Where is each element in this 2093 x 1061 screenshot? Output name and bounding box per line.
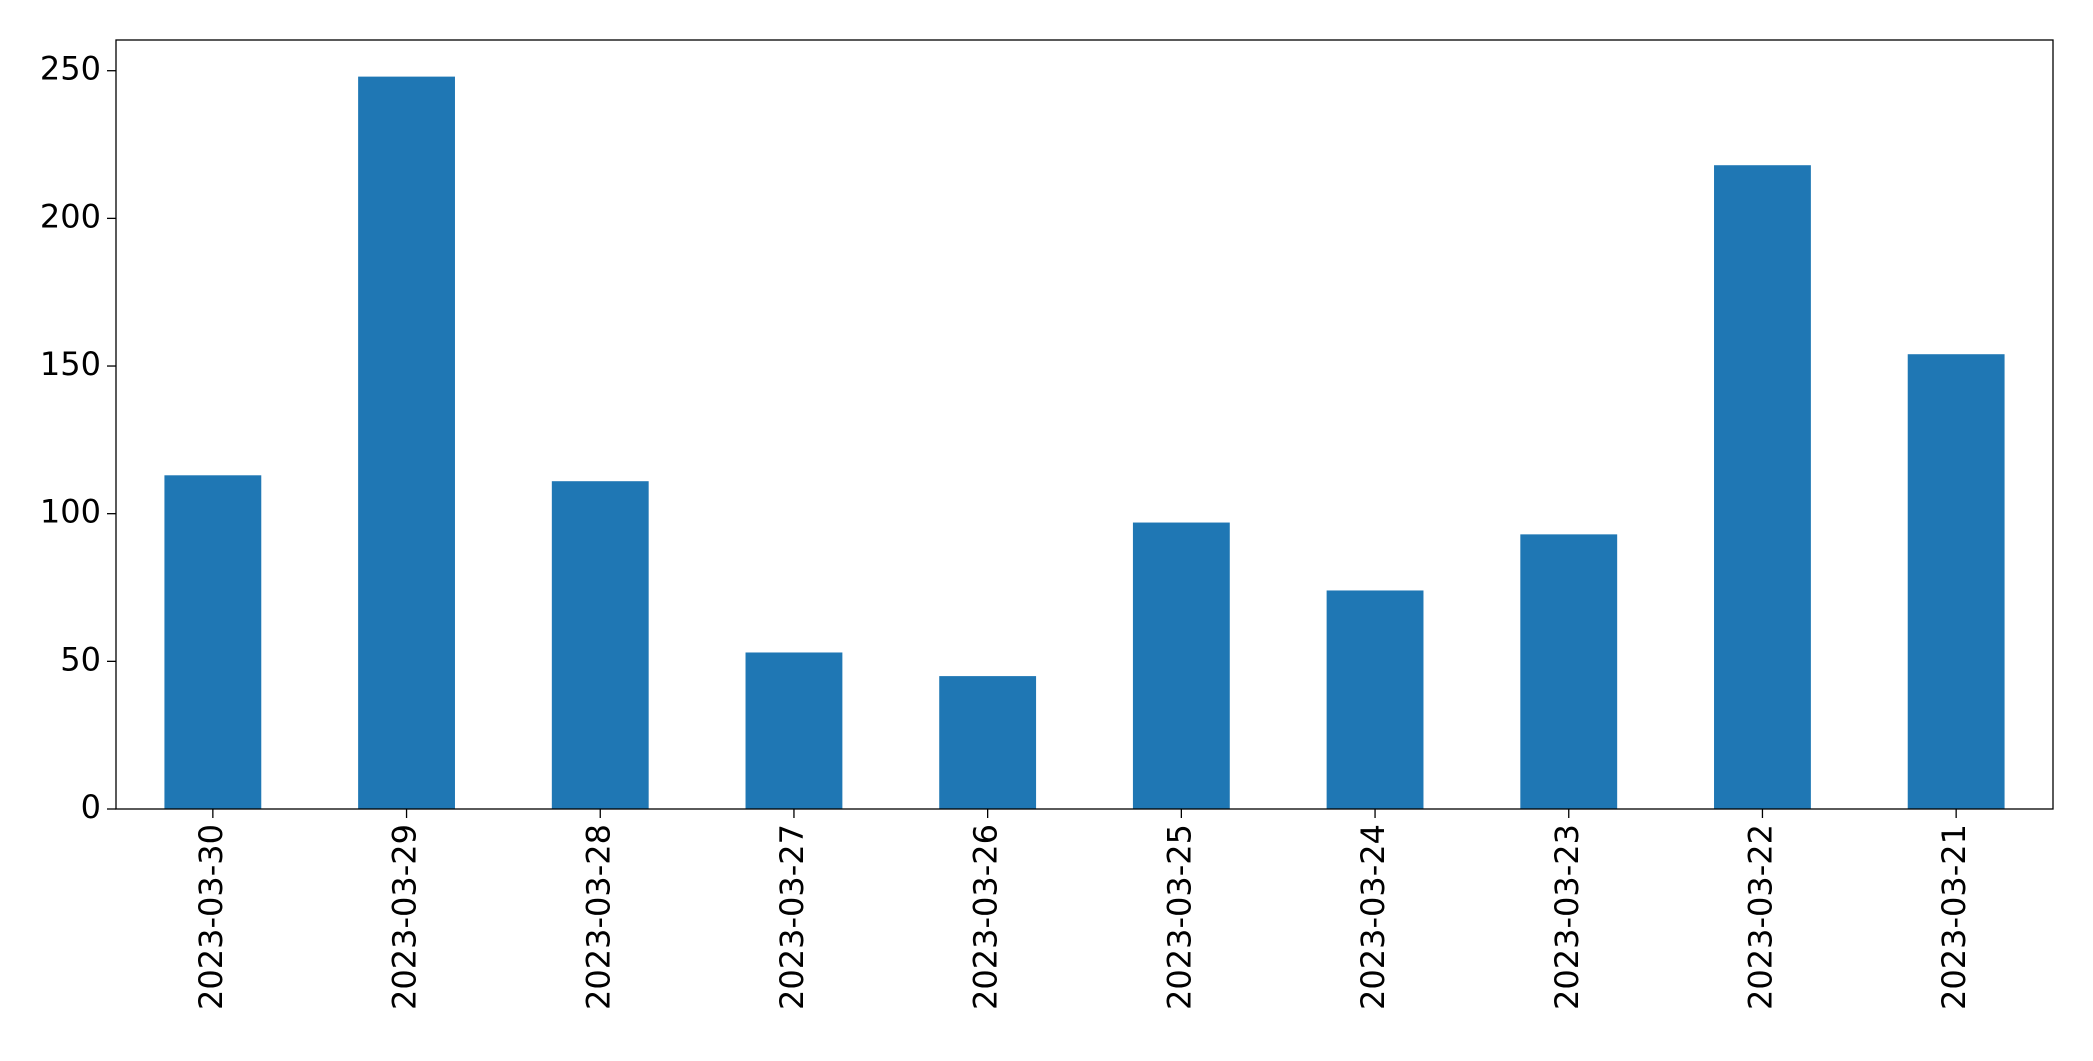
x-tick-label: 2023-03-24 [1354, 824, 1392, 1010]
y-tick-label: 150 [40, 345, 101, 383]
y-tick-label: 50 [60, 640, 101, 678]
bar [551, 481, 649, 809]
x-tick-label: 2023-03-21 [1935, 824, 1973, 1010]
bar [745, 652, 843, 809]
y-tick-label: 100 [40, 493, 101, 531]
y-tick-label: 0 [81, 788, 101, 826]
bar [1520, 534, 1618, 809]
x-tick-label: 2023-03-30 [192, 824, 230, 1010]
y-tick-label: 250 [40, 50, 101, 88]
x-tick-label: 2023-03-28 [579, 824, 617, 1010]
bar [939, 676, 1037, 809]
bar [164, 475, 262, 809]
bar [1907, 354, 2005, 809]
x-tick-label: 2023-03-23 [1548, 824, 1586, 1010]
bar [358, 76, 455, 810]
x-tick-label: 2023-03-25 [1160, 824, 1198, 1010]
bar [1132, 522, 1230, 809]
x-tick-label: 2023-03-26 [967, 824, 1005, 1010]
plot-frame [115, 39, 2054, 810]
x-tick-label: 2023-03-22 [1741, 824, 1779, 1010]
x-tick-label: 2023-03-27 [773, 824, 811, 1010]
y-tick-label: 200 [40, 197, 101, 235]
bar [1714, 165, 1811, 810]
x-tick-label: 2023-03-29 [386, 824, 424, 1010]
bar [1326, 590, 1424, 809]
